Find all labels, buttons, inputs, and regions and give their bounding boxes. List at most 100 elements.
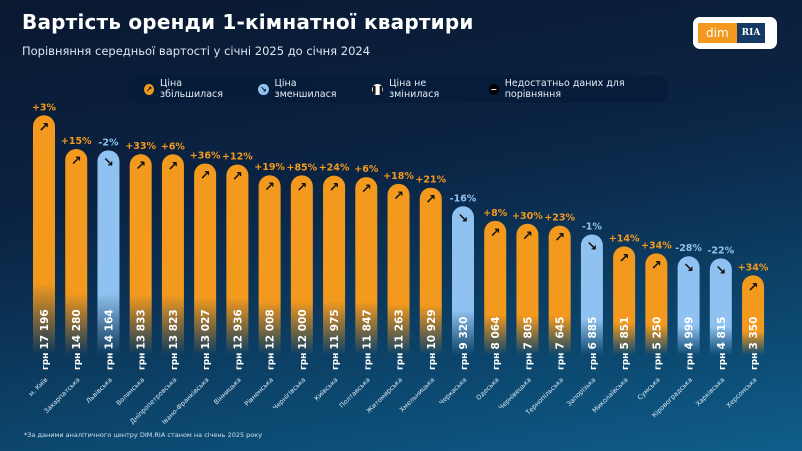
arrow-up-right-icon: ↗ [619, 251, 630, 266]
dimria-logo: dim RIA [693, 17, 777, 49]
change-label: +19% [254, 162, 285, 173]
bar [645, 253, 668, 355]
change-label: +36% [190, 150, 221, 161]
value-label: грн 4 999 [684, 317, 696, 370]
arrow-up-right-icon: ↗ [71, 154, 82, 169]
arrow-down-right-icon: ↘ [683, 261, 694, 276]
value-label: грн 14 164 [103, 309, 115, 370]
value-label: грн 11 975 [329, 309, 341, 370]
page-title: Вартість оренди 1-кімнатної квартири [22, 10, 474, 34]
value-label: грн 7 805 [522, 317, 534, 370]
change-label: +21% [415, 175, 446, 186]
arrow-down-right-icon: ↘ [103, 155, 114, 170]
category-label: Чернігівська [271, 376, 307, 412]
arrow-up-right-icon: ↗ [329, 181, 340, 196]
change-label: -2% [98, 137, 119, 148]
category-label: Полтавська [338, 376, 372, 410]
change-label: +3% [32, 102, 57, 113]
value-label: грн 4 815 [716, 317, 728, 370]
bar [226, 164, 249, 355]
bar [677, 256, 700, 355]
logo-ria: RIA [736, 23, 766, 43]
value-label: грн 12 008 [265, 309, 277, 370]
change-label: +34% [738, 262, 769, 273]
minus-icon: − [488, 83, 499, 95]
category-label: Сумська [636, 376, 662, 402]
arrow-up-right-icon: ↗ [554, 231, 565, 246]
bar [451, 206, 474, 355]
value-label: грн 13 823 [168, 309, 180, 370]
category-label: Волинська [115, 376, 146, 407]
value-label: грн 5 851 [619, 317, 631, 370]
change-label: +14% [609, 233, 640, 244]
bar [97, 150, 120, 355]
arrow-up-right-icon: ↗ [393, 189, 404, 204]
category-label: Львівська [85, 376, 114, 405]
arrow-up-right-icon: ↗ [748, 280, 759, 295]
bar [387, 183, 410, 355]
legend-item-decrease: ↘ Ціна зменшилася [258, 78, 354, 100]
bar [258, 175, 281, 355]
value-label: грн 14 280 [71, 309, 83, 370]
category-label: Одеська [475, 376, 501, 402]
value-label: грн 3 350 [748, 317, 760, 370]
bar [709, 258, 732, 355]
arrow-up-right-icon: ↗ [264, 180, 275, 195]
arrow-up-right-icon: ↗ [522, 229, 533, 244]
arrow-up-right-icon: ↗ [200, 168, 211, 183]
arrow-down-right-icon: ↘ [586, 239, 597, 254]
bar [484, 220, 507, 355]
change-label: +24% [319, 163, 350, 174]
arrow-down-right-icon: ↘ [715, 263, 726, 278]
bar [548, 225, 571, 355]
bar [194, 163, 217, 355]
category-label: Вінницька [212, 376, 243, 407]
legend-label: Ціна збільшилася [160, 78, 223, 100]
category-label: Рівненська [243, 376, 275, 408]
legend-label: Ціна зменшилася [274, 78, 337, 100]
category-label: Черкаська [437, 376, 468, 407]
arrow-up-right-icon: ↗ [361, 182, 372, 197]
legend: ↗ Ціна збільшилася ↘ Ціна зменшилася ❚❚ … [126, 75, 669, 103]
page-subtitle: Порівняння середньої вартості у січні 20… [22, 44, 371, 58]
change-label: -1% [582, 221, 603, 232]
change-label: +23% [544, 213, 575, 224]
legend-item-no-data: − Недостатньо даних для порівняння [488, 78, 669, 100]
value-label: грн 11 847 [361, 309, 373, 370]
arrow-up-right-icon: ↗ [296, 180, 307, 195]
category-label: Херсонська [725, 376, 759, 410]
bar [161, 154, 184, 355]
bar [355, 177, 378, 355]
value-label: грн 5 250 [651, 317, 663, 370]
change-label: +33% [125, 141, 156, 152]
change-label: +15% [61, 136, 92, 147]
pause-icon: ❚❚ [370, 83, 385, 95]
bar [33, 115, 55, 356]
arrow-up-right-icon: ↗ [651, 258, 662, 273]
arrow-up-right-icon: ↗ [232, 170, 243, 185]
bar [580, 234, 603, 355]
arrow-up-right-icon: ↗ [167, 159, 178, 174]
legend-item-unchanged: ❚❚ Ціна не змінилася [370, 78, 471, 100]
bar [419, 187, 442, 355]
legend-label: Недостатньо даних для порівняння [504, 78, 625, 100]
legend-label: Ціна не змінилася [389, 78, 440, 100]
change-label: -22% [707, 245, 734, 256]
arrow-up-right-icon: ↗ [490, 226, 501, 241]
category-label: Харківська [694, 376, 726, 408]
bar [129, 154, 152, 355]
arrow-up-right-icon: ↗ [425, 193, 436, 208]
bar [613, 246, 636, 355]
value-label: грн 9 320 [458, 317, 470, 370]
bar [323, 175, 346, 355]
arrow-down-right-icon: ↘ [458, 211, 469, 226]
category-label: Чернівецька [497, 376, 533, 412]
change-label: +18% [383, 171, 414, 182]
change-label: +8% [483, 208, 508, 219]
bar [290, 175, 313, 355]
change-label: +12% [222, 152, 253, 163]
legend-item-increase: ↗ Ціна збільшилася [144, 78, 240, 100]
bar [742, 275, 765, 355]
category-label: Запорізька [565, 376, 597, 408]
